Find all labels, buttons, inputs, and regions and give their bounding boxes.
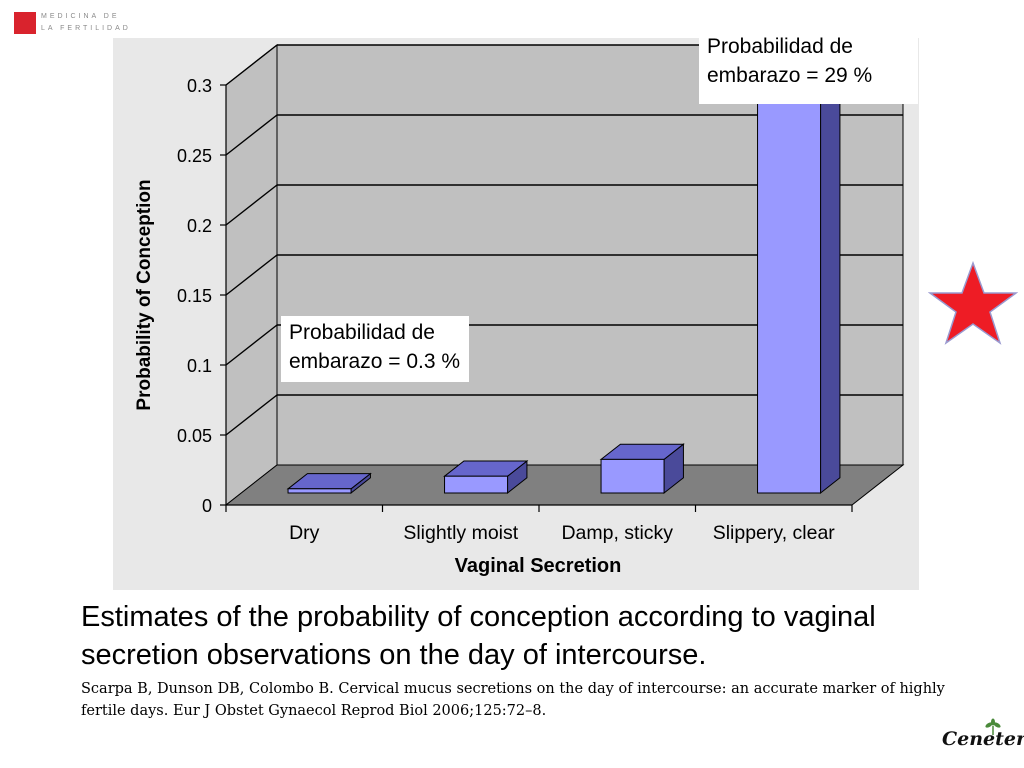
bar-1: [444, 475, 509, 494]
gridline-side: [225, 114, 278, 156]
x-tick-label-2: Damp, sticky: [561, 522, 673, 544]
figure-caption: Estimates of the probability of concepti…: [81, 601, 876, 671]
gridline-side: [225, 184, 278, 226]
star-icon: [928, 260, 1018, 345]
leaf-icon: [985, 718, 1001, 735]
x-tick-label-1: Slightly moist: [403, 522, 518, 544]
bar-3: [757, 86, 822, 494]
annotation-low-probability: Probabilidad de embarazo = 0.3 %: [281, 316, 469, 382]
y-tick-label: 0.25: [177, 146, 212, 166]
y-tick-label: 0.2: [187, 216, 212, 236]
gridline-side: [225, 254, 278, 296]
logo-text-line1: MEDICINA DE: [41, 13, 120, 20]
annotation-high-probability: Probabilidad de embarazo = 29 %: [699, 30, 918, 104]
gridline-side: [225, 44, 278, 86]
y-tick-label: 0.3: [187, 76, 212, 96]
x-tick-label-3: Slippery, clear: [713, 522, 836, 544]
x-tick-label-0: Dry: [289, 522, 320, 544]
y-tick-label: 0.1: [187, 356, 212, 376]
bar-2: [600, 458, 665, 494]
gridline-side: [225, 324, 278, 366]
y-axis-title: Probability of Conception: [134, 179, 155, 410]
clinic-logo: MEDICINA DE LA FERTILIDAD: [14, 10, 154, 42]
logo-mark-icon: [14, 12, 36, 34]
logo-text-line2: LA FERTILIDAD: [41, 25, 131, 32]
y-tick-label: 0.05: [177, 426, 212, 446]
ceneter-brand-logo: Ceneter: [942, 718, 1024, 762]
bar-side-3: [820, 70, 841, 495]
y-tick-label: 0.15: [177, 286, 212, 306]
x-axis-title: Vaginal Secretion: [455, 555, 622, 577]
citation-reference: Scarpa B, Dunson DB, Colombo B. Cervical…: [81, 681, 945, 719]
bar-0: [287, 488, 352, 494]
y-tick-label: 0: [202, 496, 212, 516]
brand-name: Ceneter: [942, 728, 1024, 750]
gridline-side: [225, 394, 278, 436]
